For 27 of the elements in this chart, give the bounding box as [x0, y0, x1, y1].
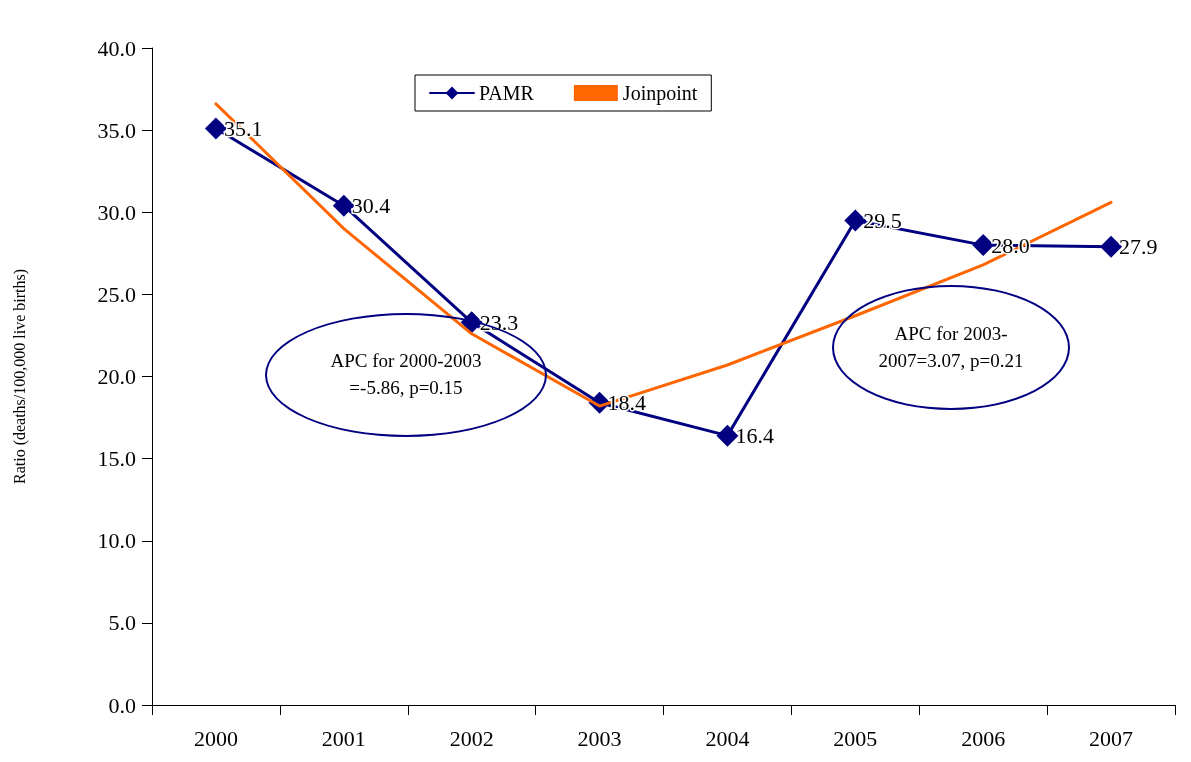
legend-label: Joinpoint — [622, 82, 698, 105]
y-tick-label: 20.0 — [97, 364, 136, 389]
y-tick-label: 10.0 — [97, 528, 136, 554]
y-tick-label: 0.0 — [108, 692, 136, 718]
y-tick-label: 40.0 — [97, 35, 136, 61]
y-axis-title: Ratio (deaths/100,000 live births) — [10, 268, 29, 485]
data-label: 30.4 — [351, 193, 391, 219]
data-label: 16.4 — [735, 423, 774, 449]
x-tick-label: 2005 — [833, 725, 878, 751]
x-tick-label: 2003 — [577, 725, 622, 751]
y-tick-label: 15.0 — [97, 446, 136, 472]
x-tick-label: 2001 — [321, 725, 366, 751]
point — [204, 117, 227, 140]
x-tick-label: 2007 — [1089, 725, 1134, 751]
y-tick-label: 25.0 — [97, 281, 136, 307]
legend-label: PAMR — [479, 82, 535, 104]
x-tick-label: 2000 — [193, 725, 238, 751]
x-tick-label: 2002 — [449, 725, 494, 751]
y-tick-label: 5.0 — [108, 610, 136, 636]
point — [716, 424, 739, 447]
x-tick-label: 2006 — [961, 725, 1006, 751]
data-label: 23.3 — [479, 309, 519, 335]
y-tick-label: 35.0 — [97, 117, 136, 143]
x-tick-label: 2004 — [705, 725, 750, 751]
y-tick-label: 30.0 — [97, 199, 136, 225]
ellipse-outline: APC for 2003- 2007=3.07, p=0.21 — [832, 285, 1070, 410]
data-label: 27.9 — [1119, 234, 1158, 260]
